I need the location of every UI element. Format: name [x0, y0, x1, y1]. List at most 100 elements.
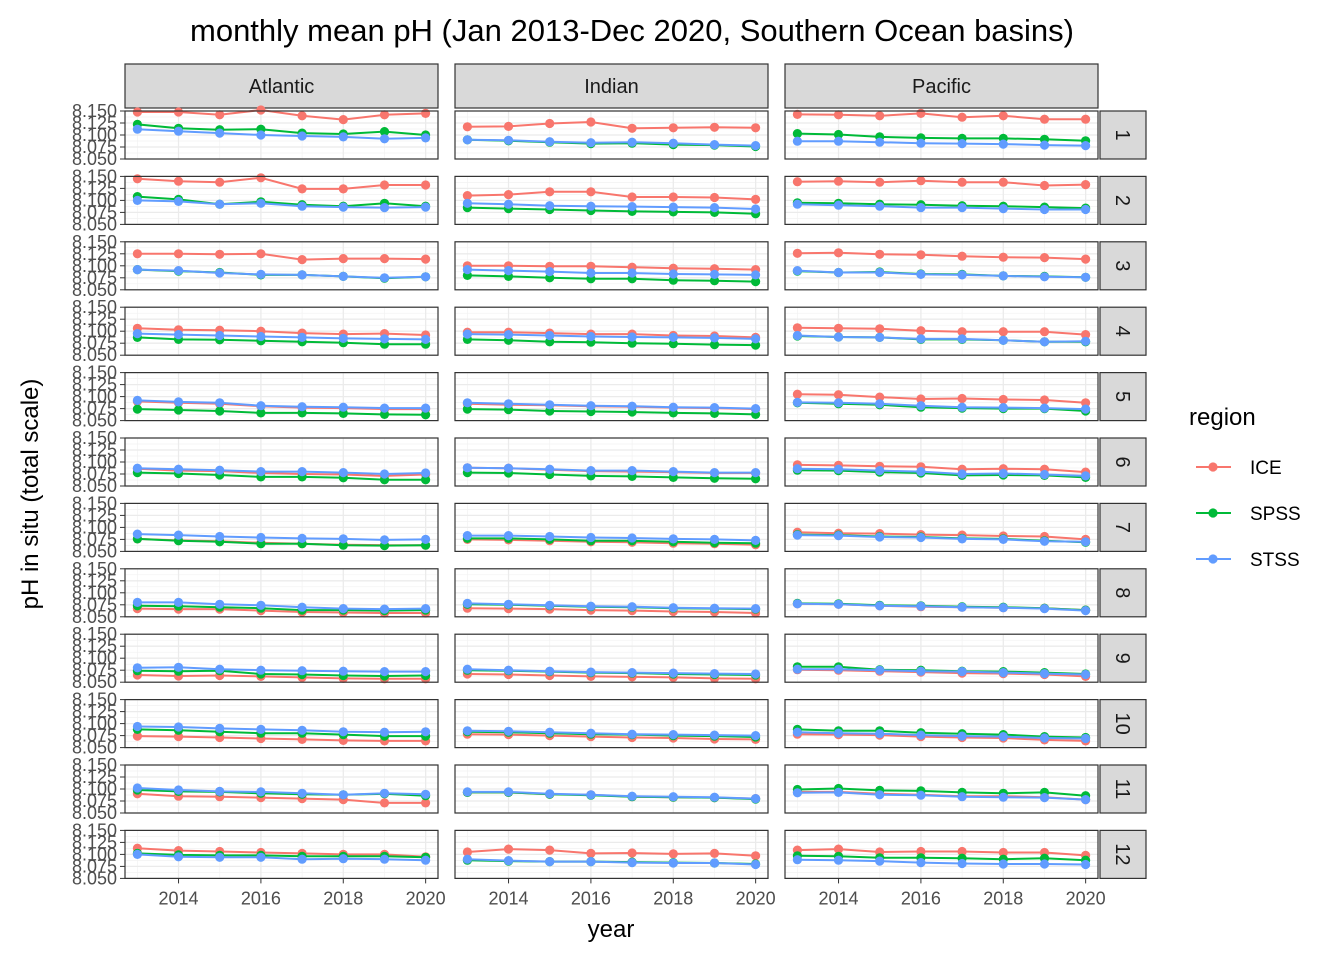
- data-point-ice: [338, 184, 348, 194]
- data-point-stss: [173, 464, 184, 474]
- data-point-stss: [462, 198, 472, 208]
- panel-pacific-9: [784, 633, 1099, 683]
- series-line-stss: [137, 533, 426, 541]
- data-point-stss: [1081, 669, 1091, 680]
- y-tick-label: 8.150: [72, 297, 117, 317]
- data-point-stss: [627, 137, 637, 147]
- data-point-stss: [215, 531, 225, 542]
- data-point-stss: [998, 271, 1008, 281]
- panel-indian-10: [454, 698, 769, 749]
- data-point-stss: [503, 726, 514, 736]
- data-point-spss: [751, 277, 761, 287]
- y-tick-label: 8.050: [72, 738, 117, 758]
- data-point-stss: [627, 668, 637, 678]
- data-point-ice: [1039, 395, 1050, 405]
- data-point-ice: [338, 254, 348, 264]
- data-point-stss: [916, 858, 926, 868]
- series-line-spss: [467, 274, 756, 283]
- facet-strip-row-10: [1099, 698, 1147, 749]
- data-point-ice: [1081, 398, 1091, 408]
- data-point-stss: [792, 727, 803, 737]
- data-point-stss: [916, 138, 926, 148]
- data-point-stss: [215, 330, 225, 341]
- series-line-ice: [137, 327, 426, 336]
- data-point-stss: [173, 330, 184, 340]
- series-line-stss: [467, 268, 756, 276]
- data-point-ice: [668, 192, 678, 202]
- y-tick-label: 8.075: [72, 202, 117, 222]
- facet-strip-row-label: 12: [1111, 843, 1133, 865]
- series-line-spss: [137, 336, 426, 346]
- y-tick-label: 8.100: [72, 517, 117, 537]
- data-point-stss: [503, 266, 514, 276]
- data-point-ice: [379, 254, 390, 264]
- data-point-stss: [297, 533, 307, 544]
- data-point-stss: [215, 723, 225, 734]
- data-point-stss: [709, 603, 720, 613]
- data-point-stss: [875, 856, 885, 866]
- data-point-stss: [462, 854, 472, 864]
- data-point-ice: [586, 848, 596, 859]
- panel-indian-4: [454, 306, 769, 356]
- data-point-ice: [132, 249, 142, 259]
- series-line-stss: [137, 601, 426, 611]
- series-line-stss: [137, 199, 426, 209]
- data-point-stss: [503, 135, 514, 145]
- series-line-stss: [797, 334, 1086, 343]
- data-point-stss: [256, 665, 266, 675]
- data-point-stss: [833, 398, 844, 408]
- data-point-stss: [1039, 733, 1050, 743]
- data-point-stss: [586, 201, 596, 211]
- series-line-spss: [797, 728, 1086, 739]
- data-point-ice: [503, 190, 514, 200]
- data-point-stss: [173, 852, 184, 862]
- panel-border: [454, 372, 769, 422]
- data-point-stss: [627, 332, 637, 342]
- data-point-stss: [338, 854, 348, 864]
- data-point-stss: [1081, 795, 1091, 805]
- data-point-stss: [751, 669, 761, 679]
- series-line-spss: [137, 471, 426, 481]
- y-tick-label: 8.125: [72, 571, 117, 591]
- data-point-stss: [709, 140, 720, 150]
- data-point-stss: [833, 599, 844, 609]
- panel-atlantic-11: [124, 764, 439, 814]
- facet-strip-row-label: 10: [1111, 712, 1133, 734]
- y-tick-label: 8.050: [72, 868, 117, 888]
- panel-border: [784, 306, 1099, 356]
- series-line-spss: [137, 669, 426, 678]
- x-tick-label: 2020: [406, 888, 446, 908]
- y-tick-label: 8.075: [72, 137, 117, 157]
- data-point-stss: [545, 137, 555, 147]
- y-tick-label: 8.125: [72, 244, 117, 264]
- data-point-stss: [1039, 403, 1050, 413]
- x-tick-label: 2014: [489, 888, 529, 908]
- data-point-ice: [338, 115, 348, 125]
- y-tick-label: 8.125: [72, 767, 117, 787]
- data-point-stss: [957, 139, 967, 149]
- chart-title: monthly mean pH (Jan 2013-Dec 2020, Sout…: [190, 13, 1074, 48]
- panel-pacific-12: 2014 2016 2018 2020: [784, 829, 1106, 908]
- series-line-stss: [797, 731, 1086, 740]
- data-point-stss: [297, 402, 307, 412]
- data-point-stss: [751, 535, 761, 546]
- panel-border: [454, 568, 769, 618]
- series-line-spss: [797, 787, 1086, 797]
- series-line-ice: [467, 264, 756, 271]
- facet-strip-indian: [454, 63, 769, 109]
- data-point-ice: [998, 394, 1008, 405]
- data-point-ice: [833, 110, 844, 120]
- y-tick-label: 8.075: [72, 399, 117, 419]
- y-tick-label: 8.150: [72, 493, 117, 513]
- data-point-ice: [379, 110, 390, 120]
- panel-atlantic-12: 2014 2016 2018 2020: [124, 829, 446, 908]
- data-point-stss: [668, 730, 678, 740]
- data-point-stss: [215, 852, 225, 862]
- data-point-stss: [1081, 404, 1091, 414]
- data-point-stss: [545, 727, 555, 737]
- series-line-spss: [467, 338, 756, 347]
- panel-border: [784, 698, 1099, 749]
- data-point-stss: [256, 467, 266, 477]
- facet-strip-row-label: 7: [1111, 522, 1133, 533]
